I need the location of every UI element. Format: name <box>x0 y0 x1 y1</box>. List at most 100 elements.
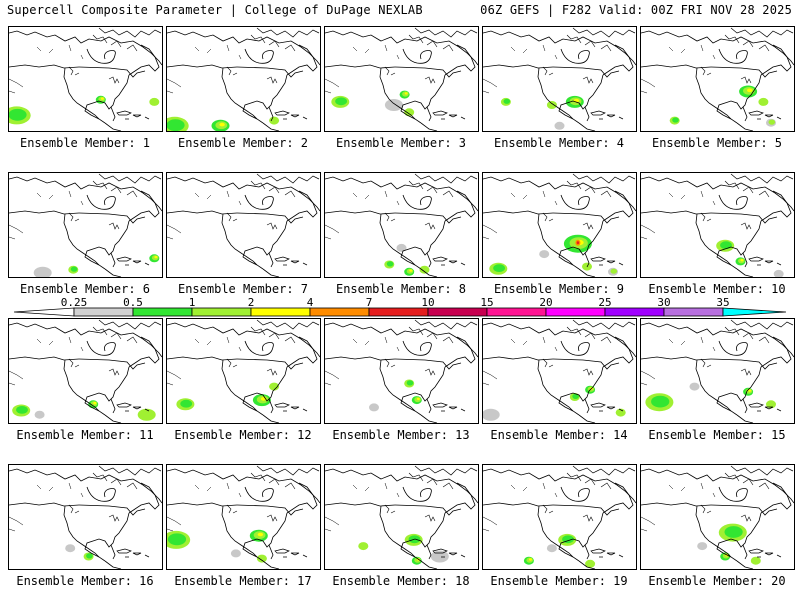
colorbar-segment <box>604 307 665 317</box>
scp-contour-fill <box>384 99 403 111</box>
north-america-basemap <box>167 319 320 423</box>
scp-contour-fill <box>33 266 52 277</box>
scp-contour-fill <box>539 250 550 259</box>
scp-contour-fill <box>503 98 511 104</box>
north-america-basemap <box>483 173 636 277</box>
scp-contour-fill <box>546 544 557 553</box>
scp-contour-fill <box>149 97 160 106</box>
scp-contour-fill <box>585 559 596 568</box>
ensemble-member-map <box>166 464 321 570</box>
ensemble-member-map <box>640 318 795 424</box>
scp-contour-fill <box>257 532 264 537</box>
scp-contour-fill <box>230 549 241 558</box>
colorbar-segment <box>545 307 606 317</box>
scp-contour-fill <box>740 259 744 262</box>
scp-contour-fill <box>335 97 347 106</box>
ensemble-member-label: Ensemble Member: 19 <box>490 574 628 588</box>
north-america-basemap <box>167 27 320 131</box>
ensemble-member-map <box>166 26 321 132</box>
ensemble-member-label: Ensemble Member: 7 <box>177 282 309 296</box>
scp-contour-fill <box>610 268 618 274</box>
ensemble-member-label: Ensemble Member: 5 <box>651 136 783 150</box>
ensemble-member-map <box>324 172 479 278</box>
north-america-basemap <box>9 173 162 277</box>
ensemble-member-label: Ensemble Member: 20 <box>648 574 786 588</box>
colorbar-segment <box>73 307 134 317</box>
colorbar-tick-label: 35 <box>716 296 729 309</box>
scp-contour-fill <box>269 116 280 125</box>
scp-contour-fill <box>572 393 579 399</box>
ensemble-member-map <box>324 318 479 424</box>
scp-contour-fill <box>180 399 193 408</box>
scp-contour-fill <box>404 92 408 95</box>
colorbar-segment <box>132 307 193 317</box>
scp-contour-fill <box>672 117 679 123</box>
scp-contour-fill <box>404 108 415 117</box>
colorbar-low-arrow <box>13 307 75 317</box>
colorbar-tick-label: 1 <box>189 296 196 309</box>
ensemble-member-label: Ensemble Member: 14 <box>490 428 628 442</box>
colorbar-segment <box>486 307 547 317</box>
north-america-basemap <box>641 465 794 569</box>
scp-contour-fill <box>70 266 78 272</box>
scp-contour-fill <box>483 408 500 421</box>
colorbar-segment <box>427 307 488 317</box>
colorbar-segment <box>309 307 370 317</box>
scp-contour-fill <box>529 558 532 561</box>
north-america-basemap <box>325 319 478 423</box>
colorbar-tick-label: 30 <box>657 296 670 309</box>
scp-contour-fill <box>219 122 225 127</box>
scp-contour-fill <box>416 397 420 401</box>
north-america-basemap <box>325 173 478 277</box>
colorbar-high-arrow <box>722 307 787 317</box>
scp-contour-fill <box>546 101 557 109</box>
ensemble-member-map <box>8 318 163 424</box>
ensemble-member-label: Ensemble Member: 12 <box>174 428 312 442</box>
scp-contour-fill <box>576 241 580 245</box>
north-america-basemap <box>325 465 478 569</box>
scp-contour-fill <box>748 389 752 392</box>
colorbar-tick-label: 7 <box>366 296 373 309</box>
scp-contour-fill <box>154 255 158 259</box>
ensemble-member-map <box>640 26 795 132</box>
scp-contour-fill <box>720 241 732 250</box>
colorbar-segment <box>368 307 429 317</box>
ensemble-member-label: Ensemble Member: 18 <box>332 574 470 588</box>
ensemble-member-map <box>640 464 795 570</box>
ensemble-member-label: Ensemble Member: 11 <box>16 428 154 442</box>
colorbar-tick-label: 20 <box>539 296 552 309</box>
ensemble-member-label: Ensemble Member: 6 <box>19 282 151 296</box>
scp-contour-fill <box>409 269 413 272</box>
scp-contour-fill <box>419 265 430 274</box>
colorbar-segment <box>663 307 724 317</box>
ensemble-member-label: Ensemble Member: 13 <box>332 428 470 442</box>
colorbar-tick-label: 0.25 <box>61 296 88 309</box>
scp-contour-fill <box>697 542 708 551</box>
scp-contour-fill <box>34 410 45 419</box>
scp-contour-fill <box>369 403 379 412</box>
north-america-basemap <box>483 319 636 423</box>
scp-contour-fill <box>100 97 104 100</box>
colorbar-segment <box>191 307 252 317</box>
scp-contour-fill <box>724 526 743 538</box>
scp-contour-fill <box>269 382 280 391</box>
map-title: Supercell Composite Parameter | College … <box>7 3 423 17</box>
ensemble-member-map <box>482 26 637 132</box>
scp-contour-fill <box>386 261 394 267</box>
scp-contour-fill <box>167 533 187 546</box>
scp-contour-fill <box>615 408 626 417</box>
north-america-basemap <box>641 27 794 131</box>
colorbar-segment <box>250 307 311 317</box>
ensemble-member-map <box>482 318 637 424</box>
scp-contour-fill <box>758 97 769 106</box>
scp-contour-fill <box>554 121 565 130</box>
colorbar-tick-label: 4 <box>307 296 314 309</box>
scp-contour-fill <box>747 88 753 93</box>
scp-contour-fill <box>773 269 784 277</box>
colorbar-tick-label: 2 <box>248 296 255 309</box>
ensemble-member-map <box>482 464 637 570</box>
north-america-basemap <box>641 173 794 277</box>
north-america-basemap <box>167 465 320 569</box>
scp-contour-fill <box>396 243 407 252</box>
scp-contour-fill <box>750 556 761 565</box>
